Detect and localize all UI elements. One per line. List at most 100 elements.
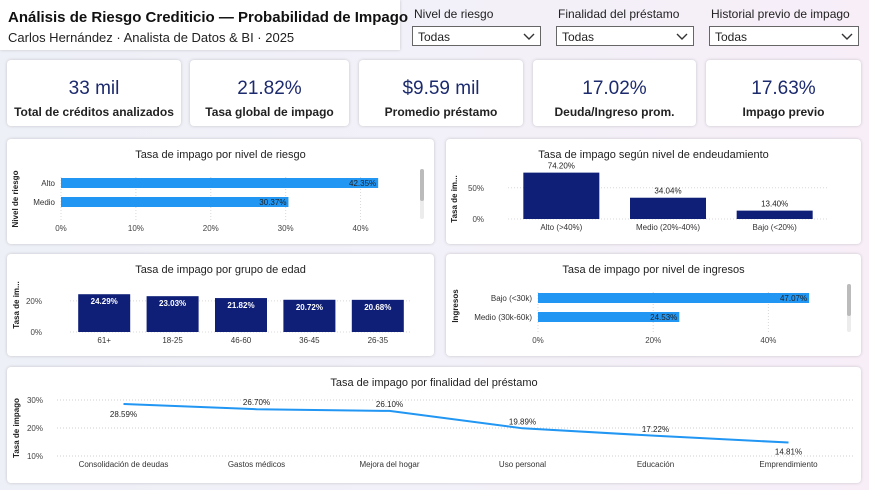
category-label: 36-45 <box>299 336 320 345</box>
data-label: 20.68% <box>364 303 391 312</box>
category-label: Medio (30k-60k) <box>474 313 532 322</box>
data-label: 26.70% <box>243 398 270 407</box>
data-label: 17.22% <box>642 425 669 434</box>
tick-label: 0% <box>55 224 67 233</box>
axis-title: Tasa de impago <box>12 398 21 458</box>
scrollbar[interactable] <box>420 169 424 201</box>
finalidad-dropdown[interactable]: Todas <box>556 26 694 46</box>
category-label: Educación <box>637 460 674 469</box>
category-label: Uso personal <box>499 460 546 469</box>
page-subtitle: Carlos Hernández · Analista de Datos & B… <box>8 30 295 45</box>
bar <box>78 294 131 332</box>
kpi-tasa-global: 21.82% Tasa global de impago <box>190 60 349 126</box>
chart-riesgo-panel: Tasa de impago por nivel de riesgo Nivel… <box>7 139 434 244</box>
kpi-label: Total de créditos analizados <box>14 105 174 119</box>
chart-finalidad-panel: Tasa de impago por finalidad del préstam… <box>7 367 861 483</box>
tick-label: 0% <box>30 328 42 337</box>
data-label: 34.04% <box>654 187 681 196</box>
bar <box>538 293 810 303</box>
kpi-label: Tasa global de impago <box>205 105 334 119</box>
tick-label: 20% <box>645 336 661 345</box>
chart-title: Tasa de impago por finalidad del préstam… <box>330 377 538 389</box>
chart-ingresos-panel: Tasa de impago por nivel de ingresos Ing… <box>446 254 861 356</box>
data-label: 13.40% <box>761 200 788 209</box>
bar <box>215 298 267 332</box>
filter-nivel-riesgo: Nivel de riesgo Todas <box>412 6 541 46</box>
kpi-value: 33 mil <box>68 78 120 99</box>
kpi-value: 17.63% <box>751 78 816 99</box>
data-label: 21.82% <box>227 301 254 310</box>
tick-label: 20% <box>203 224 219 233</box>
chart-title: Tasa de impago por nivel de ingresos <box>562 264 745 276</box>
bar <box>351 299 404 332</box>
bar <box>523 172 600 219</box>
data-label: 24.53% <box>650 313 677 322</box>
kpi-total-creditos: 33 mil Total de créditos analizados <box>7 60 181 126</box>
kpi-impago-previo: 17.63% Impago previo <box>706 60 861 126</box>
bar <box>146 296 199 332</box>
tick-label: 20% <box>27 424 43 433</box>
data-label: 28.59% <box>110 410 137 419</box>
chevron-down-icon <box>523 27 535 48</box>
kpi-value: 21.82% <box>237 78 302 99</box>
category-label: 18-25 <box>162 336 183 345</box>
report-title-box: Análisis de Riesgo Crediticio — Probabil… <box>0 0 408 50</box>
tick-label: 10% <box>128 224 144 233</box>
category-label: 61+ <box>97 336 111 345</box>
tick-label: 50% <box>468 184 484 193</box>
category-label: Medio (20%-40%) <box>636 223 700 232</box>
chart-edad-panel: Tasa de impago por grupo de edad Tasa de… <box>7 254 434 356</box>
category-label: Alto <box>41 179 55 188</box>
axis-title: Tasa de im... <box>12 281 21 328</box>
data-label: 14.81% <box>775 448 802 457</box>
chart-title: Tasa de impago según nivel de endeudamie… <box>538 149 769 161</box>
kpi-label: Deuda/Ingreso prom. <box>554 105 675 119</box>
data-label: 19.89% <box>509 417 536 426</box>
kpi-label: Impago previo <box>742 105 825 119</box>
category-label: Bajo (<30k) <box>491 294 532 303</box>
filter-label: Historial previo de impago <box>711 7 850 21</box>
data-label: 74.20% <box>548 162 575 171</box>
historial-dropdown[interactable]: Todas <box>709 26 859 46</box>
bar <box>61 178 379 188</box>
series-line <box>123 402 789 444</box>
data-label: 23.03% <box>159 299 186 308</box>
category-label: 46-60 <box>231 336 252 345</box>
chart-riesgo: Nivel de riesgo 0% 10% 20% 30% 40% Alto 42.35% M… <box>11 170 379 233</box>
data-label: 20.72% <box>296 303 323 312</box>
filter-label: Nivel de riesgo <box>414 7 494 21</box>
bar <box>61 197 289 207</box>
chart-endeudamiento: Tasa de im... 0% 50% 74.20% Alto (>40%) 34.04… <box>450 162 828 232</box>
tick-label: 40% <box>760 336 776 345</box>
dropdown-value: Todas <box>418 30 451 44</box>
chart-title: Tasa de impago por grupo de edad <box>135 264 306 276</box>
tick-label: 30% <box>278 224 294 233</box>
axis-title: Nivel de riesgo <box>11 170 20 227</box>
axis-title: Tasa de im... <box>450 175 459 222</box>
category-label: Mejora del hogar <box>359 460 419 469</box>
filter-label: Finalidad del préstamo <box>558 7 680 21</box>
tick-label: 30% <box>27 396 43 405</box>
chevron-down-icon <box>676 27 688 48</box>
bar <box>283 299 336 332</box>
category-label: Bajo (<20%) <box>753 223 798 232</box>
data-label: 26.10% <box>376 400 403 409</box>
page-title: Análisis de Riesgo Crediticio — Probabil… <box>8 9 409 26</box>
scrollbar[interactable] <box>847 284 851 316</box>
chart-title: Tasa de impago por nivel de riesgo <box>135 149 306 161</box>
bar <box>736 210 813 219</box>
category-label: Emprendimiento <box>759 460 818 469</box>
tick-label: 40% <box>353 224 369 233</box>
category-label: Medio <box>33 198 55 207</box>
data-label: 42.35% <box>349 179 376 188</box>
kpi-deuda-ingreso: 17.02% Deuda/Ingreso prom. <box>533 60 696 126</box>
chart-edad: Tasa de im... 0% 20% 24.29% 61+ 23.03% 18-25 21… <box>12 281 412 345</box>
category-label: Alto (>40%) <box>540 223 582 232</box>
nivel-riesgo-dropdown[interactable]: Todas <box>412 26 541 46</box>
data-label: 30.37% <box>259 198 286 207</box>
bar <box>630 197 706 219</box>
tick-label: 0% <box>532 336 544 345</box>
filter-historial: Historial previo de impago Todas <box>709 6 859 46</box>
category-label: 26-35 <box>368 336 389 345</box>
dropdown-value: Todas <box>715 30 748 44</box>
